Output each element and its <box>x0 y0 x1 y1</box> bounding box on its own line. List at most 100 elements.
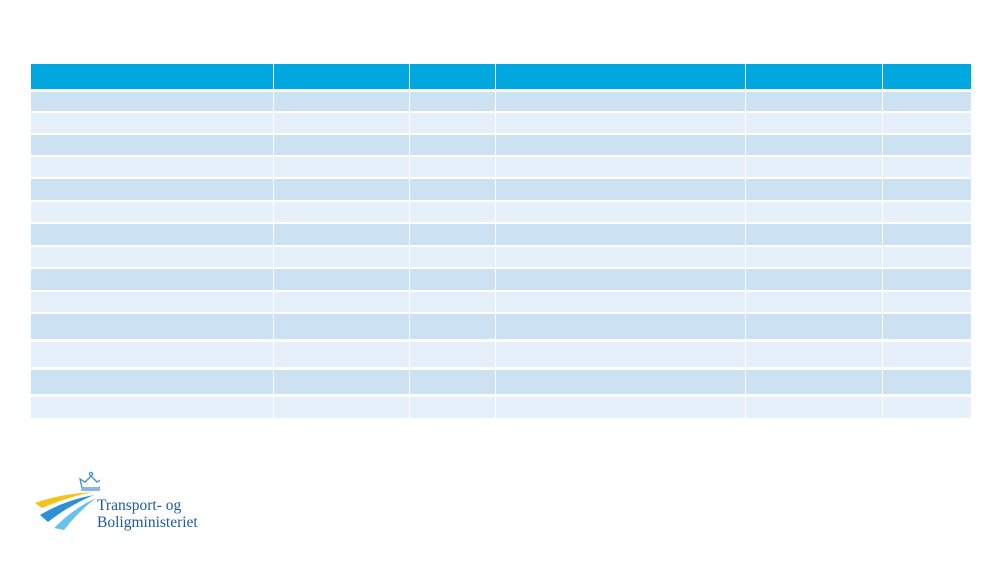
table-cell <box>883 314 971 339</box>
table-cell <box>746 113 882 133</box>
logo-mark <box>35 471 103 530</box>
table-cell <box>274 92 409 111</box>
table-cell <box>883 202 971 222</box>
table-cell <box>274 113 409 133</box>
table-cell <box>410 113 495 133</box>
table-cell <box>31 397 273 418</box>
table-cell <box>746 397 882 418</box>
table-cell <box>410 92 495 111</box>
logo-line: Boligministeriet <box>97 514 198 531</box>
table-cell <box>883 269 971 290</box>
header-cell <box>274 64 409 89</box>
table-cell <box>31 179 273 200</box>
streak-blue <box>40 495 94 522</box>
table-cell <box>410 342 495 367</box>
table-cell <box>883 179 971 200</box>
table-cell <box>410 292 495 312</box>
table-cell <box>746 314 882 339</box>
table-cell <box>410 314 495 339</box>
table-cell <box>496 92 745 111</box>
table-cell <box>883 135 971 155</box>
table-cell <box>274 224 409 245</box>
table-cell <box>496 135 745 155</box>
header-cell <box>883 64 971 89</box>
table-cell <box>746 135 882 155</box>
table-cell <box>31 314 273 339</box>
table-cell <box>274 179 409 200</box>
table-cell <box>746 157 882 177</box>
table-cell <box>883 113 971 133</box>
table-cell <box>496 157 745 177</box>
table-cell <box>31 157 273 177</box>
table-cell <box>31 269 273 290</box>
table-cell <box>746 269 882 290</box>
table-cell <box>410 247 495 267</box>
table-cell <box>496 202 745 222</box>
table-cell <box>883 247 971 267</box>
table-cell <box>274 247 409 267</box>
table-cell <box>746 224 882 245</box>
table-cell <box>274 269 409 290</box>
table-cell <box>746 342 882 367</box>
table-cell <box>410 202 495 222</box>
table-cell <box>274 202 409 222</box>
header-cell <box>746 64 882 89</box>
table-cell <box>883 157 971 177</box>
table-cell <box>410 224 495 245</box>
table-cell <box>746 247 882 267</box>
table-cell <box>496 224 745 245</box>
table-cell <box>883 342 971 367</box>
table-cell <box>496 397 745 418</box>
table-cell <box>274 135 409 155</box>
table-cell <box>410 370 495 394</box>
table-cell <box>274 342 409 367</box>
table-cell <box>31 370 273 394</box>
table-cell <box>410 157 495 177</box>
table-cell <box>410 135 495 155</box>
streak-light <box>54 498 96 530</box>
table-cell <box>746 292 882 312</box>
table-cell <box>410 179 495 200</box>
table-cell <box>31 92 273 111</box>
table-cell <box>31 113 273 133</box>
header-cell <box>31 64 273 89</box>
table-cell <box>496 113 745 133</box>
table-cell <box>496 370 745 394</box>
table-cell <box>31 224 273 245</box>
table-cell <box>883 292 971 312</box>
table-cell <box>274 157 409 177</box>
table-cell <box>274 292 409 312</box>
table-cell <box>31 247 273 267</box>
table-cell <box>496 269 745 290</box>
table-cell <box>883 224 971 245</box>
table-cell <box>746 92 882 111</box>
logo: Transport- og Boligministeriet <box>30 470 250 540</box>
table-cell <box>31 202 273 222</box>
table-cell <box>746 370 882 394</box>
table-cell <box>31 342 273 367</box>
table-cell <box>410 269 495 290</box>
table-cell <box>496 342 745 367</box>
table-cell <box>274 397 409 418</box>
table-cell <box>746 202 882 222</box>
table-cell <box>274 314 409 339</box>
table-cell <box>746 179 882 200</box>
table-cell <box>410 397 495 418</box>
table-cell <box>496 314 745 339</box>
header-cell <box>496 64 745 89</box>
table-cell <box>883 397 971 418</box>
table <box>31 64 971 418</box>
crown <box>79 471 103 491</box>
table-cell <box>883 370 971 394</box>
table-cell <box>274 370 409 394</box>
header-cell <box>410 64 495 89</box>
table-cell <box>883 92 971 111</box>
table-cell <box>496 247 745 267</box>
table-cell <box>496 179 745 200</box>
logo-line: Transport- og <box>97 497 182 514</box>
streak-yellow <box>35 492 92 508</box>
table-cell <box>31 292 273 312</box>
table-cell <box>31 135 273 155</box>
table-cell <box>496 292 745 312</box>
